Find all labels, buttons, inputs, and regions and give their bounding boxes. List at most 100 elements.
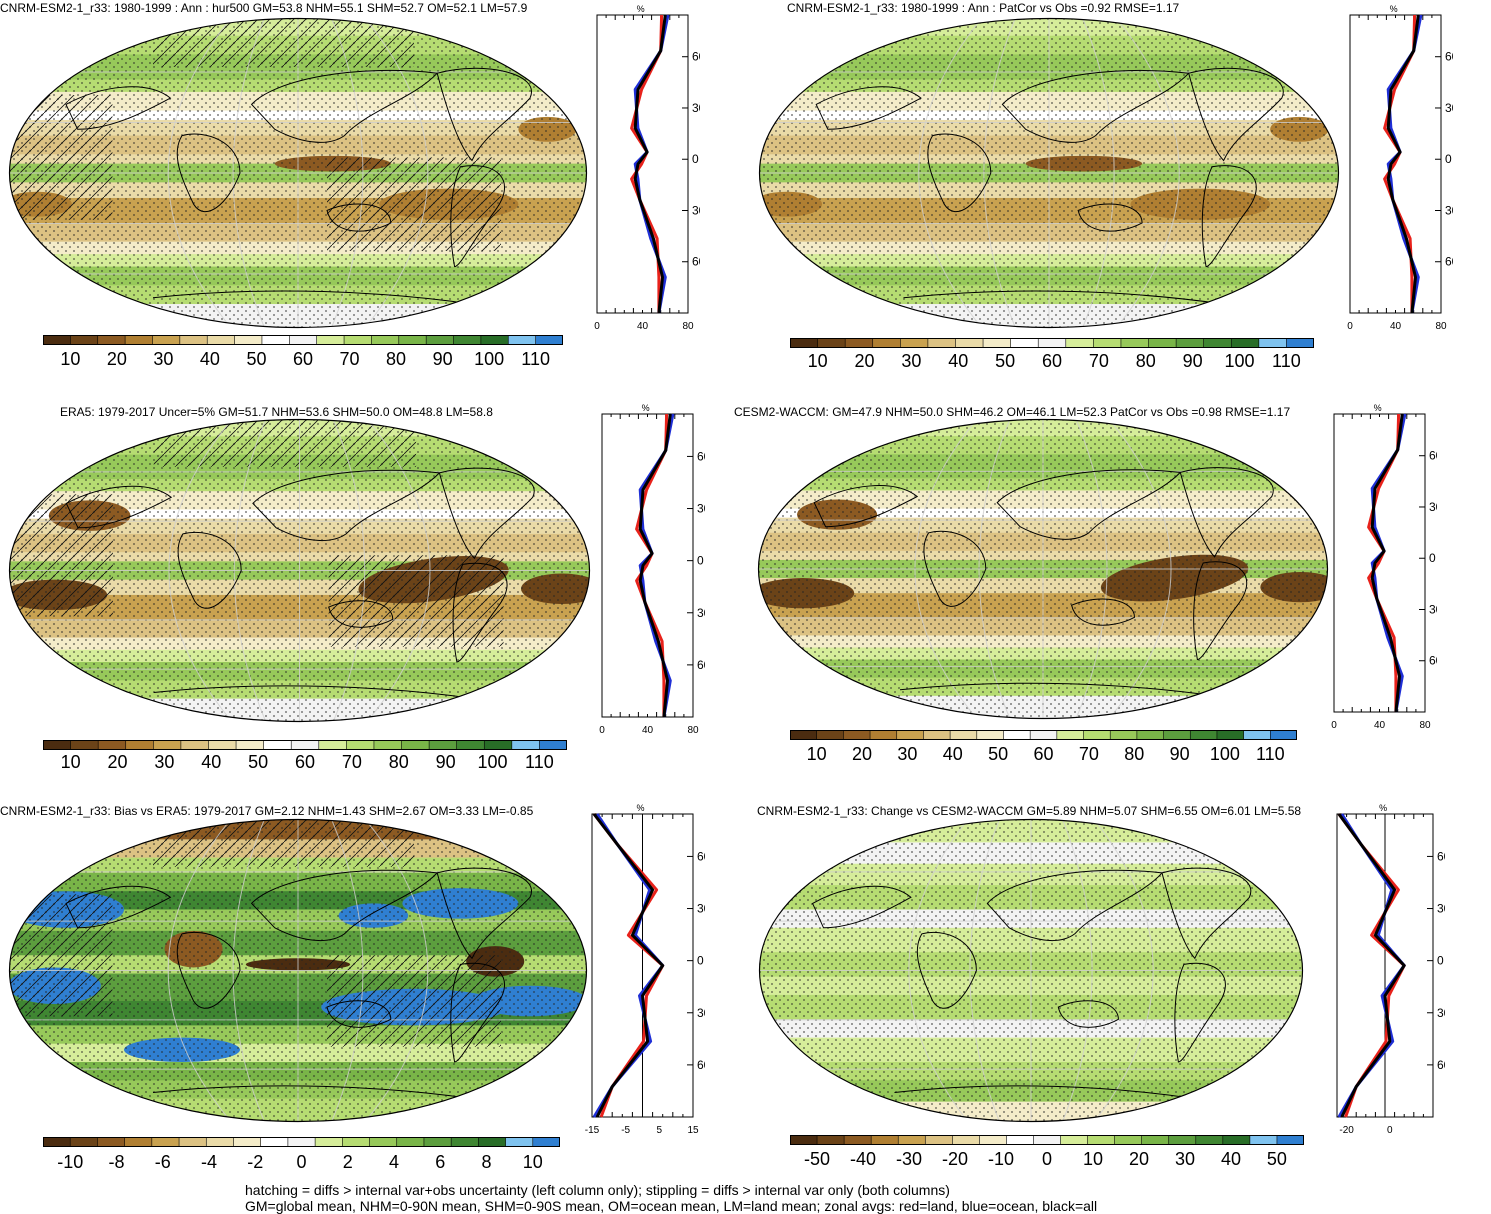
colorbar-swatch bbox=[401, 740, 430, 750]
antarctica-coastline bbox=[153, 685, 475, 700]
zonal-x-tick-label: 80 bbox=[687, 725, 699, 736]
panel-title-5: CNRM-ESM2-1_r33: Bias vs ERA5: 1979-2017… bbox=[0, 804, 534, 818]
colorbar-swatch bbox=[532, 1137, 560, 1147]
zonal-x-tick-label: 0 bbox=[599, 725, 605, 736]
zonal-line-all bbox=[1386, 14, 1420, 314]
colorbar-swatch bbox=[124, 1137, 153, 1147]
colorbar-labels-1: 10 20 30 40 50 60 70 80 90 100 110 bbox=[43, 349, 563, 373]
colorbar-swatch bbox=[950, 730, 978, 740]
coastline bbox=[986, 869, 1164, 941]
colorbar-swatch bbox=[1030, 730, 1058, 740]
colorbar-tick-label: 40 bbox=[942, 744, 963, 764]
coastline bbox=[177, 531, 242, 609]
coastline bbox=[326, 203, 392, 232]
colorbar-swatch bbox=[1010, 338, 1039, 348]
colorbar-tick-label: 0 bbox=[296, 1152, 307, 1172]
coastline bbox=[996, 469, 1182, 540]
colorbar-tick-label: 40 bbox=[948, 351, 969, 371]
coastline bbox=[1001, 69, 1190, 143]
zonal-lat-label: 30N bbox=[1437, 902, 1445, 916]
zonal-lat-label: 0 bbox=[692, 152, 699, 166]
coastline bbox=[436, 867, 532, 960]
coastline bbox=[916, 931, 977, 1009]
colorbar-swatch bbox=[539, 740, 567, 750]
map-panel-4 bbox=[757, 418, 1329, 720]
colorbar-swatch bbox=[70, 1137, 98, 1147]
coastline bbox=[65, 86, 172, 130]
colorbar-tick-label: 80 bbox=[388, 752, 409, 772]
colorbar-swatch bbox=[898, 1135, 926, 1145]
colorbar-swatch bbox=[346, 740, 375, 750]
zonal-line-all bbox=[638, 413, 672, 718]
colorbar-swatch bbox=[456, 740, 485, 750]
colorbar-tick-label: 70 bbox=[341, 752, 362, 772]
zonal-unit-label: % bbox=[642, 403, 650, 413]
zonal-x-tick-label: 80 bbox=[1419, 720, 1431, 731]
colorbar-tick-label: 80 bbox=[386, 349, 407, 369]
colorbar-tick-label: 30 bbox=[153, 349, 174, 369]
footer-note-2: GM=global mean, NHM=0-90N mean, SHM=0-90… bbox=[245, 1198, 1098, 1214]
map-panel-5 bbox=[8, 818, 588, 1123]
zonal-lat-label: 60S bbox=[697, 658, 705, 672]
zonal-x-tick-label: 0 bbox=[1331, 720, 1337, 731]
colorbar-tick-label: 10 bbox=[60, 752, 81, 772]
colorbar-swatch bbox=[900, 338, 929, 348]
zonal-x-tick-label: 40 bbox=[1390, 321, 1402, 332]
colorbar-swatch bbox=[97, 335, 126, 345]
colorbar-tick-label: 90 bbox=[432, 349, 453, 369]
colorbar-tick-label: 70 bbox=[1088, 351, 1109, 371]
coastline bbox=[436, 67, 532, 162]
zonal-lat-label: 60S bbox=[1429, 654, 1437, 668]
colorbar-tick-label: 50 bbox=[988, 744, 1009, 764]
map-border bbox=[8, 818, 588, 1123]
colorbar-swatch bbox=[43, 740, 72, 750]
colorbar-swatch bbox=[398, 335, 427, 345]
colorbar-tick-label: 50 bbox=[246, 349, 267, 369]
zonal-lat-label: 0 bbox=[1429, 551, 1436, 565]
colorbar-swatch bbox=[871, 1135, 899, 1145]
colorbar-swatch bbox=[955, 338, 984, 348]
colorbar-swatch bbox=[1087, 1135, 1116, 1145]
zonal-lat-label: 0 bbox=[697, 954, 704, 968]
colorbar-swatch bbox=[790, 1135, 818, 1145]
colorbar-swatch bbox=[1222, 1135, 1251, 1145]
colorbar-swatch bbox=[373, 740, 403, 750]
colorbar-swatch bbox=[369, 1137, 398, 1147]
colorbar-swatch bbox=[151, 1137, 180, 1147]
colorbar-swatch bbox=[870, 730, 898, 740]
zonal-lat-label: 30N bbox=[697, 502, 705, 516]
coastline bbox=[450, 165, 506, 268]
zonal-lat-label: 30S bbox=[1437, 1006, 1445, 1020]
zonal-plot-4: % 60N 30N 0 30S 60S 0 40 80 bbox=[1331, 403, 1437, 731]
colorbar-swatch bbox=[236, 740, 265, 750]
colorbar-tick-label: 40 bbox=[1220, 1149, 1241, 1169]
coastline bbox=[176, 133, 241, 213]
colorbar-tick-label: -10 bbox=[57, 1152, 84, 1172]
zonal-x-tick-label: 40 bbox=[637, 321, 649, 332]
colorbar-tick-label: 40 bbox=[201, 752, 222, 772]
colorbar-swatch bbox=[1176, 338, 1205, 348]
colorbar-swatch bbox=[396, 1137, 425, 1147]
colorbar-tick-label: 50 bbox=[995, 351, 1016, 371]
colorbar-swatch bbox=[952, 1135, 980, 1145]
colorbar-tick-label: 100 bbox=[1209, 744, 1240, 764]
colorbar-tick-label: -6 bbox=[154, 1152, 171, 1172]
coastline bbox=[176, 931, 241, 1009]
zonal-lat-label: 60S bbox=[1437, 1058, 1445, 1072]
map-border bbox=[758, 818, 1304, 1123]
colorbar-swatch bbox=[1190, 730, 1218, 740]
colorbar-swatch bbox=[423, 1137, 452, 1147]
colorbar-swatch bbox=[208, 740, 237, 750]
zonal-lat-label: 60N bbox=[692, 50, 700, 64]
zonal-lat-label: 60N bbox=[697, 449, 705, 463]
colorbar-swatch bbox=[152, 335, 181, 345]
map-panel-1 bbox=[8, 17, 588, 329]
zonal-lat-label: 30N bbox=[1445, 101, 1453, 115]
coastline bbox=[923, 530, 987, 607]
zonal-lat-label: 30S bbox=[697, 1006, 705, 1020]
colorbar-swatch bbox=[790, 338, 819, 348]
colorbar-swatch bbox=[896, 730, 924, 740]
colorbar-tick-label: 10 bbox=[806, 744, 827, 764]
colorbar-tick-label: 30 bbox=[897, 744, 918, 764]
zonal-plot-1: % 60N 30N 0 30S 60S 0 40 80 bbox=[594, 4, 700, 332]
